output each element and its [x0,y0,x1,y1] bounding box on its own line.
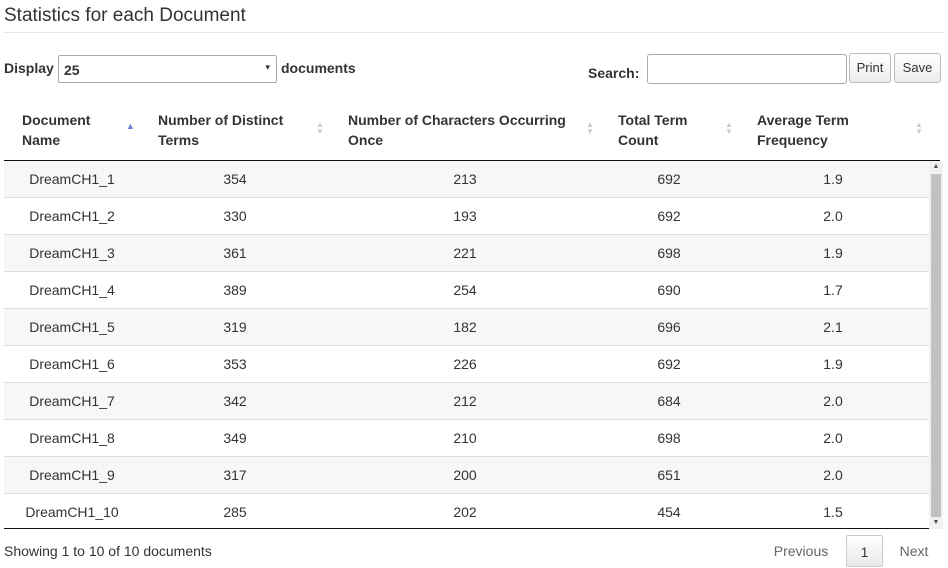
total-term-count-cell: 698 [657,430,681,446]
distinct-terms-cell: 354 [223,171,247,187]
page-1-button[interactable]: 1 [846,535,883,567]
sort-icon: ▲ ▼ [915,120,923,136]
header-document-name[interactable]: Document Name [22,112,91,148]
scroll-down-arrow-icon[interactable]: ▼ [932,519,940,526]
characters-once-cell: 202 [453,504,477,520]
document-name-cell: DreamCH1_7 [29,393,115,409]
characters-once-cell: 200 [453,467,477,483]
table-row: DreamCH1_8 349 210 698 2.0 [4,420,929,457]
distinct-terms-cell: 361 [223,245,247,261]
table-info: Showing 1 to 10 of 10 documents [4,543,212,559]
document-name-cell: DreamCH1_5 [29,319,115,335]
search-label: Search: [588,65,640,81]
table-scrollbar[interactable]: ▲ ▼ [929,161,943,529]
sort-icon: ▲ ▼ [316,120,324,136]
header-distinct-terms[interactable]: Number of Distinct Terms [158,112,284,148]
document-name-cell: DreamCH1_4 [29,282,115,298]
document-name-cell: DreamCH1_6 [29,356,115,372]
total-term-count-cell: 692 [657,171,681,187]
table-row: DreamCH1_3 361 221 698 1.9 [4,235,929,272]
next-page-button[interactable]: Next [899,543,929,559]
distinct-terms-cell: 317 [223,467,247,483]
previous-page-button[interactable]: Previous [773,543,829,559]
total-term-count-cell: 696 [657,319,681,335]
save-button[interactable]: Save [894,53,941,83]
characters-once-cell: 182 [453,319,477,335]
header-characters-once[interactable]: Number of Characters Occurring Once [348,112,566,148]
document-name-cell: DreamCH1_2 [29,208,115,224]
characters-once-cell: 221 [453,245,477,261]
sort-icon: ▲ ▼ [725,120,733,136]
distinct-terms-cell: 330 [223,208,247,224]
distinct-terms-cell: 353 [223,356,247,372]
header-average-term-frequency[interactable]: Average Term Frequency [757,112,849,148]
total-term-count-cell: 684 [657,393,681,409]
average-term-frequency-cell: 1.7 [823,282,843,298]
average-term-frequency-cell: 2.0 [823,393,843,409]
title-divider [4,32,944,33]
average-term-frequency-cell: 1.5 [823,504,843,520]
table-row: DreamCH1_1 354 213 692 1.9 [4,161,929,198]
sort-icon: ▲ ▼ [586,120,594,136]
page-length-value: 25 [64,62,80,78]
document-name-cell: DreamCH1_10 [25,504,119,520]
page-title: Statistics for each Document [4,5,246,26]
characters-once-cell: 212 [453,393,477,409]
chevron-down-icon: ▾ [265,62,270,72]
average-term-frequency-cell: 1.9 [823,356,843,372]
search-input[interactable] [647,54,847,84]
sort-asc-icon: ▲ [126,121,135,131]
table-header: Document Name ▲ Number of Distinct Terms… [4,98,940,161]
table-row: DreamCH1_6 353 226 692 1.9 [4,346,929,383]
characters-once-cell: 226 [453,356,477,372]
table-row: DreamCH1_2 330 193 692 2.0 [4,198,929,235]
document-name-cell: DreamCH1_3 [29,245,115,261]
characters-once-cell: 193 [453,208,477,224]
total-term-count-cell: 454 [657,504,681,520]
documents-label: documents [281,60,356,76]
print-button[interactable]: Print [849,53,891,83]
table-body: DreamCH1_1 354 213 692 1.9 DreamCH1_2 33… [4,161,929,529]
average-term-frequency-cell: 2.0 [823,467,843,483]
table-row: DreamCH1_10 285 202 454 1.5 [4,494,929,531]
total-term-count-cell: 692 [657,356,681,372]
display-label: Display [4,60,54,76]
header-total-term-count[interactable]: Total Term Count [618,112,688,148]
distinct-terms-cell: 342 [223,393,247,409]
characters-once-cell: 210 [453,430,477,446]
distinct-terms-cell: 285 [223,504,247,520]
total-term-count-cell: 698 [657,245,681,261]
document-name-cell: DreamCH1_8 [29,430,115,446]
total-term-count-cell: 651 [657,467,681,483]
average-term-frequency-cell: 1.9 [823,245,843,261]
page-length-select[interactable]: 25 ▾ [58,55,277,83]
scrollbar-thumb[interactable] [931,174,941,517]
table-row: DreamCH1_7 342 212 684 2.0 [4,383,929,420]
table-row: DreamCH1_5 319 182 696 2.1 [4,309,929,346]
distinct-terms-cell: 389 [223,282,247,298]
distinct-terms-cell: 319 [223,319,247,335]
total-term-count-cell: 690 [657,282,681,298]
document-name-cell: DreamCH1_9 [29,467,115,483]
characters-once-cell: 213 [453,171,477,187]
average-term-frequency-cell: 2.0 [823,430,843,446]
average-term-frequency-cell: 2.1 [823,319,843,335]
characters-once-cell: 254 [453,282,477,298]
table-row: DreamCH1_9 317 200 651 2.0 [4,457,929,494]
average-term-frequency-cell: 1.9 [823,171,843,187]
distinct-terms-cell: 349 [223,430,247,446]
table-row: DreamCH1_4 389 254 690 1.7 [4,272,929,309]
document-name-cell: DreamCH1_1 [29,171,115,187]
scroll-up-arrow-icon[interactable]: ▲ [932,163,940,170]
total-term-count-cell: 692 [657,208,681,224]
average-term-frequency-cell: 2.0 [823,208,843,224]
